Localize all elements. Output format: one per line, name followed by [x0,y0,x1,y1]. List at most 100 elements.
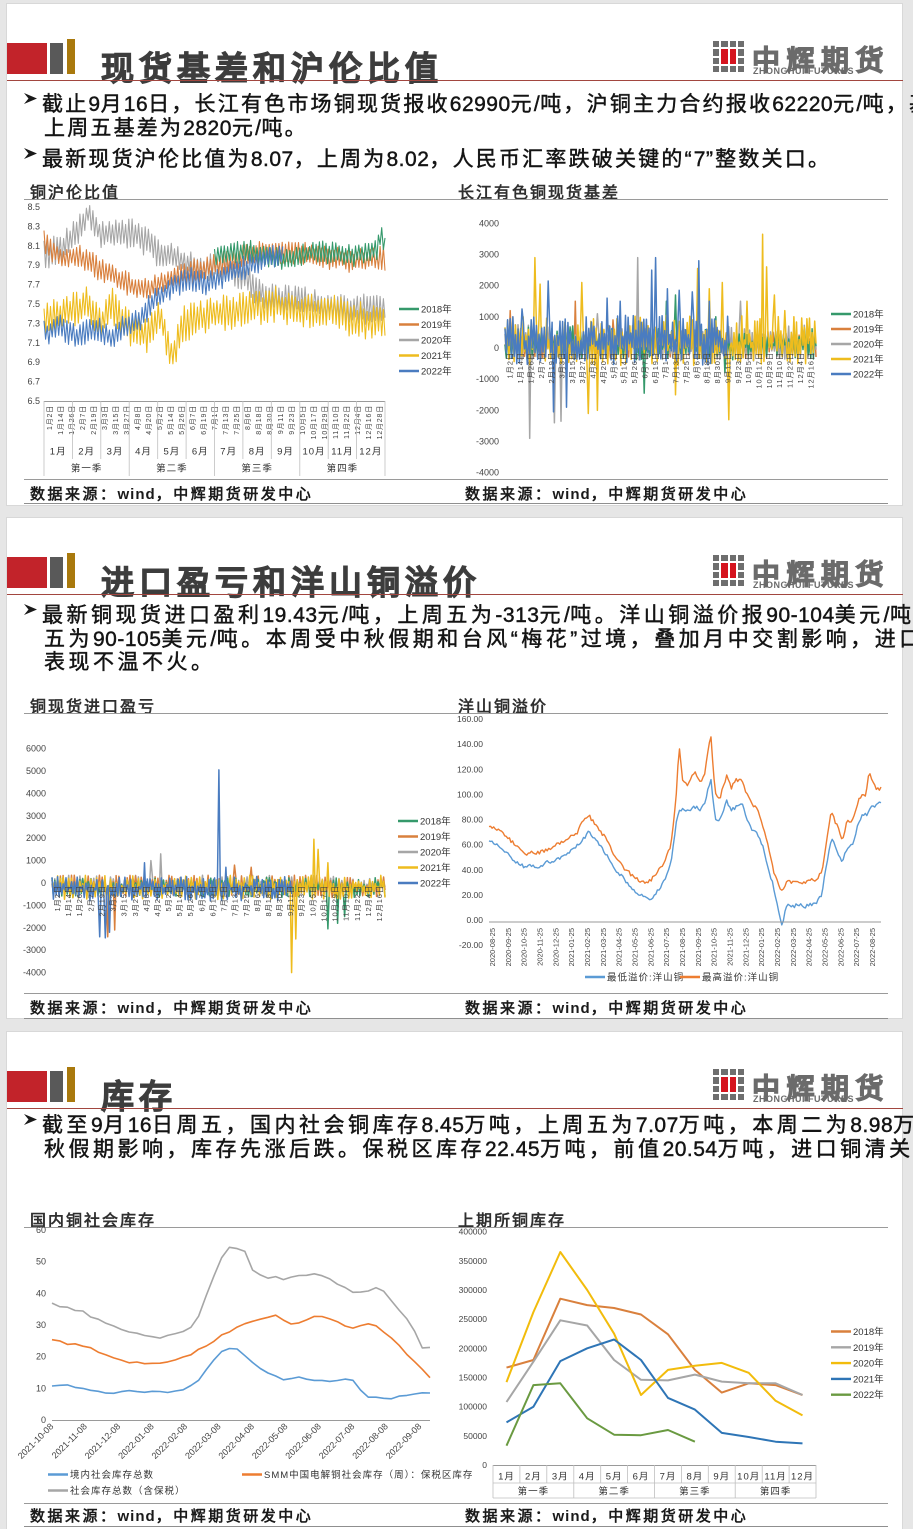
svg-text:5月2日: 5月2日 [164,885,173,912]
svg-text:7.7: 7.7 [27,280,40,290]
svg-text:7月1日: 7月1日 [211,405,219,430]
svg-text:7.3: 7.3 [27,318,40,328]
svg-text:11月22日: 11月22日 [786,352,795,388]
svg-text:4月: 4月 [135,447,152,458]
svg-text:8月6日: 8月6日 [244,405,252,430]
svg-text:2021-10-08: 2021-10-08 [16,1421,56,1461]
svg-text:6月19日: 6月19日 [651,352,660,384]
svg-text:12月4日: 12月4日 [796,352,805,384]
svg-text:9月11日: 9月11日 [286,885,295,916]
svg-text:12月28日: 12月28日 [376,405,384,439]
svg-text:第二季: 第二季 [156,463,188,475]
svg-text:2020-10-25: 2020-10-25 [520,928,529,966]
svg-text:6月7日: 6月7日 [189,405,197,430]
svg-text:8月18日: 8月18日 [264,885,273,917]
svg-text:3月: 3月 [552,1472,569,1483]
svg-text:2021-03-25: 2021-03-25 [599,928,608,966]
svg-text:2022-08-25: 2022-08-25 [868,928,877,966]
svg-text:境内社会库存总数: 境内社会库存总数 [70,1469,154,1481]
svg-text:7月25日: 7月25日 [242,885,251,917]
svg-text:20: 20 [36,1352,46,1362]
svg-text:30: 30 [36,1320,46,1330]
svg-text:6月19日: 6月19日 [200,405,208,435]
svg-text:第三季: 第三季 [679,1486,711,1498]
svg-text:9月23日: 9月23日 [288,405,296,435]
svg-text:60.00: 60.00 [462,840,484,850]
svg-text:3月27日: 3月27日 [123,405,131,435]
svg-text:-3000: -3000 [23,945,46,955]
svg-text:2020年: 2020年 [853,339,884,351]
svg-text:5月14日: 5月14日 [167,405,175,435]
svg-text:150000: 150000 [459,1373,488,1383]
svg-text:1月2日: 1月2日 [53,885,62,912]
svg-text:0: 0 [41,878,46,888]
svg-text:5月: 5月 [164,447,181,458]
svg-text:2021-01-25: 2021-01-25 [567,928,576,966]
svg-text:5月14日: 5月14日 [620,352,629,384]
svg-text:11月10日: 11月10日 [332,405,340,439]
svg-text:10月5日: 10月5日 [299,405,307,435]
svg-text:2021-09-25: 2021-09-25 [694,928,703,966]
svg-text:3月3日: 3月3日 [101,405,109,430]
svg-text:1000: 1000 [479,312,499,322]
svg-text:160.00: 160.00 [457,714,483,724]
svg-text:11月: 11月 [331,447,353,458]
svg-text:-2000: -2000 [23,923,46,933]
svg-text:2019年: 2019年 [853,1342,884,1354]
svg-text:10月29日: 10月29日 [331,885,340,921]
svg-text:10月5日: 10月5日 [308,885,317,917]
svg-text:250000: 250000 [459,1314,488,1324]
svg-text:2月19日: 2月19日 [90,405,98,435]
svg-text:2018年: 2018年 [421,304,452,316]
svg-text:12月4日: 12月4日 [354,405,362,435]
svg-text:2月19日: 2月19日 [98,885,107,917]
svg-text:1000: 1000 [26,856,46,866]
svg-text:1月14日: 1月14日 [516,352,525,384]
svg-text:8月30日: 8月30日 [266,405,274,435]
svg-text:第一季: 第一季 [71,463,103,475]
svg-text:4月20日: 4月20日 [153,885,162,917]
svg-text:11月22日: 11月22日 [343,405,351,439]
svg-text:3月: 3月 [107,447,124,458]
svg-text:7月13日: 7月13日 [231,885,240,917]
svg-text:5月14日: 5月14日 [175,885,184,917]
svg-text:3000: 3000 [26,811,46,821]
svg-text:3月15日: 3月15日 [112,405,120,435]
svg-text:7月: 7月 [220,447,237,458]
svg-text:2020-08-25: 2020-08-25 [488,928,497,966]
svg-text:最低溢价:洋山铜: 最低溢价:洋山铜 [607,972,684,984]
svg-text:4000: 4000 [26,788,46,798]
svg-text:2020-09-25: 2020-09-25 [504,928,513,966]
svg-text:8月30日: 8月30日 [713,352,722,384]
svg-text:300000: 300000 [459,1285,488,1295]
svg-text:1月: 1月 [498,1472,515,1483]
svg-text:2月7日: 2月7日 [537,352,546,379]
svg-text:-2000: -2000 [476,405,499,415]
svg-text:2022年: 2022年 [421,366,452,378]
svg-text:6.9: 6.9 [27,357,40,367]
svg-text:2月7日: 2月7日 [79,405,87,430]
svg-text:1月: 1月 [50,447,67,458]
svg-text:3月27日: 3月27日 [578,352,587,384]
svg-text:120.00: 120.00 [457,764,483,774]
svg-text:2022-03-25: 2022-03-25 [789,928,798,966]
svg-text:5月2日: 5月2日 [156,405,164,430]
svg-text:3月15日: 3月15日 [120,885,129,917]
svg-text:2月19日: 2月19日 [547,352,556,384]
svg-text:2021-06-25: 2021-06-25 [646,928,655,966]
svg-text:2022-06-25: 2022-06-25 [836,928,845,966]
svg-text:6月7日: 6月7日 [641,352,650,379]
svg-text:-20.00: -20.00 [459,940,483,950]
svg-text:80.00: 80.00 [462,815,484,825]
svg-text:-1000: -1000 [476,374,499,384]
svg-text:8.3: 8.3 [27,221,40,231]
svg-text:2月: 2月 [78,447,95,458]
svg-text:-4000: -4000 [23,968,46,978]
svg-text:12月16日: 12月16日 [375,885,384,921]
svg-text:2021-10-25: 2021-10-25 [710,928,719,966]
svg-text:最高溢价:洋山铜: 最高溢价:洋山铜 [702,972,779,984]
svg-text:5月26日: 5月26日 [630,352,639,384]
svg-text:8月18日: 8月18日 [255,405,263,435]
svg-text:4月8日: 4月8日 [589,352,598,379]
svg-text:0: 0 [482,1460,487,1470]
